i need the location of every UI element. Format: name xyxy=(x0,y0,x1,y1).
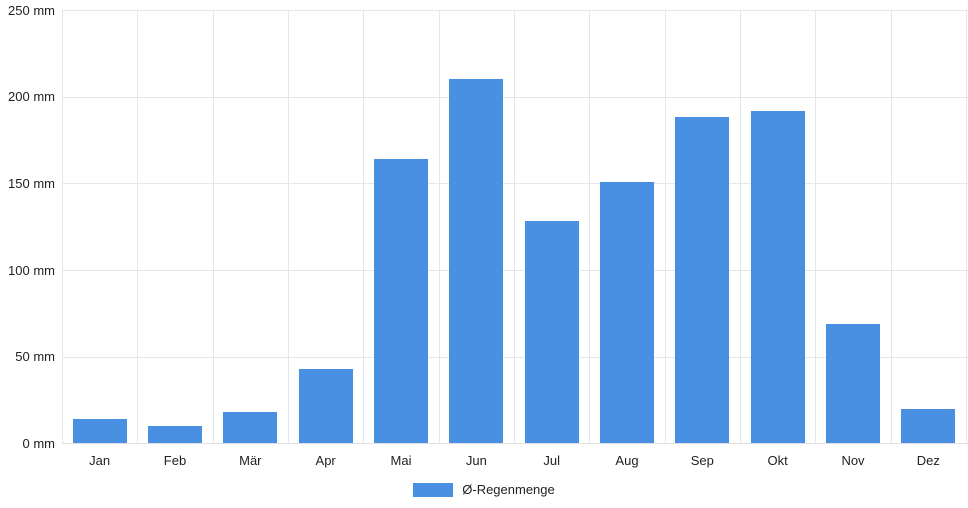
bar-feb[interactable] xyxy=(148,426,202,444)
y-tick-label: 0 mm xyxy=(22,435,56,451)
x-tick-label: Mai xyxy=(390,453,412,468)
bar-jan[interactable] xyxy=(72,419,127,444)
x-tick-label: Feb xyxy=(163,453,187,468)
bar-mai[interactable] xyxy=(374,159,428,444)
gridline-vertical xyxy=(363,10,365,444)
x-axis-baseline xyxy=(62,443,968,445)
bar-apr[interactable] xyxy=(298,368,353,444)
y-tick-label: 250 mm xyxy=(8,2,55,18)
x-tick-label: Jul xyxy=(543,453,560,468)
gridline-horizontal xyxy=(62,183,968,185)
x-tick-label: Jun xyxy=(465,453,487,468)
gridline-horizontal xyxy=(62,270,968,272)
x-tick-label: Mär xyxy=(239,453,262,468)
gridline-vertical xyxy=(589,10,591,444)
bar-jul[interactable] xyxy=(524,221,579,444)
gridline-vertical xyxy=(966,10,967,444)
x-tick-label: Apr xyxy=(315,453,336,468)
bar-jun[interactable] xyxy=(449,79,504,444)
gridline-horizontal xyxy=(62,10,968,11)
gridline-vertical xyxy=(890,10,892,444)
gridline-horizontal xyxy=(62,356,968,358)
y-tick-label: 100 mm xyxy=(8,262,55,278)
legend[interactable]: Ø-Regenmenge xyxy=(0,482,968,497)
bar-dez[interactable] xyxy=(901,408,956,444)
gridline-vertical xyxy=(664,10,666,444)
x-tick-label: Jan xyxy=(89,453,111,468)
x-tick-label: Dez xyxy=(916,453,940,468)
gridline-vertical xyxy=(815,10,817,444)
gridline-vertical xyxy=(438,10,440,444)
gridline-vertical xyxy=(740,10,741,444)
y-tick-label: 50 mm xyxy=(15,349,55,365)
y-tick-label: 200 mm xyxy=(8,89,55,105)
bar-mär[interactable] xyxy=(223,412,278,444)
legend-swatch-icon xyxy=(413,482,454,497)
gridline-horizontal xyxy=(62,96,968,98)
gridline-vertical xyxy=(62,10,63,444)
x-tick-label: Okt xyxy=(767,453,788,468)
bar-nov[interactable] xyxy=(826,323,880,444)
y-tick-label: 150 mm xyxy=(8,175,55,191)
gridline-vertical xyxy=(514,10,515,444)
bar-aug[interactable] xyxy=(600,181,654,444)
x-tick-label: Nov xyxy=(841,453,865,468)
gridline-vertical xyxy=(137,10,139,444)
x-tick-label: Sep xyxy=(690,453,714,468)
gridline-vertical xyxy=(288,10,289,444)
bar-sep[interactable] xyxy=(675,117,730,444)
bar-okt[interactable] xyxy=(750,110,805,444)
x-tick-label: Aug xyxy=(615,453,639,468)
legend-label: Ø-Regenmenge xyxy=(462,482,555,497)
gridline-vertical xyxy=(212,10,214,444)
